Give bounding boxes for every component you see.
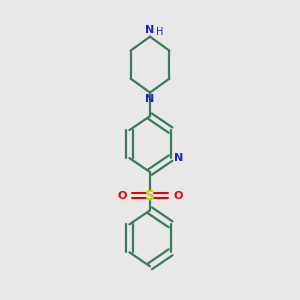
Text: N: N	[146, 94, 154, 104]
Text: H: H	[157, 27, 164, 37]
Text: N: N	[173, 153, 183, 163]
Text: S: S	[145, 189, 155, 202]
Text: O: O	[117, 190, 126, 201]
Text: N: N	[146, 25, 154, 35]
Text: O: O	[174, 190, 183, 201]
